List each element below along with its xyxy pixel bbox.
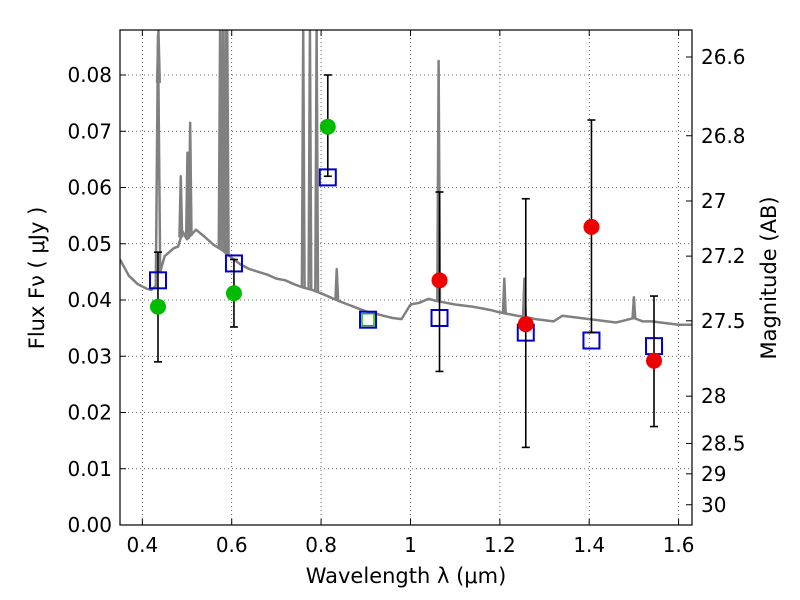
emission-line-spike: [501, 277, 507, 314]
observed-flux-point: [225, 285, 242, 302]
observed-flux-point: [361, 312, 375, 327]
x-tick-label: 1.4: [573, 533, 605, 557]
emission-line-spike: [334, 267, 340, 301]
emission-line-spike: [178, 175, 184, 238]
x-axis-title: Wavelength λ (μm): [306, 564, 507, 588]
emission-line-spike: [300, 30, 306, 288]
right-tick-label: 27: [701, 189, 726, 213]
y-tick-label: 0.01: [67, 457, 112, 481]
y-tick-label: 0.07: [67, 119, 112, 143]
emission-line-spike: [307, 30, 313, 290]
right-tick-label: 26.6: [701, 45, 746, 69]
model-spectrum-line: [120, 34, 692, 327]
right-tick-label: 28: [701, 384, 726, 408]
observed-flux-point: [431, 272, 448, 289]
x-tick-label: 0.6: [216, 533, 248, 557]
observed-flux-point: [517, 316, 534, 333]
emission-line-spike: [224, 30, 230, 255]
right-tick-label: 29: [701, 462, 726, 486]
emission-line-spike: [314, 30, 320, 292]
y-tick-label: 0.02: [67, 401, 112, 425]
emission-line-spike: [155, 30, 162, 83]
y-tick-label: 0.08: [67, 63, 112, 87]
y-axis-title: Flux Fν ( μJy ): [25, 207, 49, 350]
y-tick-label: 0.03: [67, 344, 112, 368]
y-tick-label: 0.04: [67, 288, 112, 312]
observed-flux-point: [583, 218, 600, 235]
emission-line-spike: [187, 121, 193, 236]
right-tick-label: 27.5: [701, 309, 746, 333]
x-tick-label: 0.8: [305, 533, 337, 557]
x-tick-label: 0.4: [126, 533, 158, 557]
y-tick-label: 0.00: [67, 513, 112, 537]
tick-layer: 0.4 0.6 0.8 1 1.2 1.4 1.6 0.00 0.01 0.02 0.03 0.04 0…: [67, 30, 746, 557]
emission-line-spike: [631, 295, 637, 319]
right-tick-label: 28.5: [701, 431, 746, 455]
right-axis-title: Magnitude (AB): [757, 196, 781, 359]
right-tick-label: 30: [701, 493, 726, 517]
y-tick-label: 0.06: [67, 176, 112, 200]
observed-flux-point: [319, 118, 336, 135]
plot-frame: [119, 29, 693, 526]
right-tick-label: 26.8: [701, 124, 746, 148]
observed-flux-point: [149, 298, 166, 315]
data-layer: [120, 30, 692, 449]
y-tick-label: 0.05: [67, 232, 112, 256]
right-tick-label: 27.2: [701, 244, 746, 268]
model-photometry-square: [359, 310, 378, 329]
x-tick-label: 1.2: [484, 533, 516, 557]
observed-flux-point: [646, 352, 663, 369]
x-tick-label: 1: [404, 533, 417, 557]
x-tick-label: 1.6: [663, 533, 695, 557]
